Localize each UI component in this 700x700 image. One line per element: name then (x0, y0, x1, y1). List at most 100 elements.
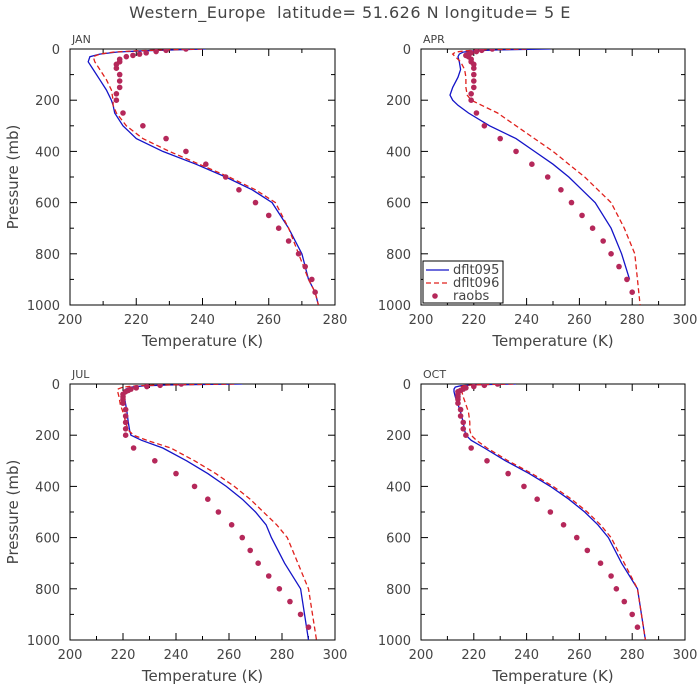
x-tick-label: 220 (461, 648, 486, 663)
x-tick-label: 260 (256, 313, 281, 328)
panel-oct: 200 220 240 260 280 300 0 200 400 600 800 1000 OCT Te… (378, 368, 698, 685)
y-tick-label: 400 (386, 145, 411, 160)
y-tick-label: 0 (52, 43, 60, 58)
panel-label: JAN (71, 33, 91, 46)
panel-jul: 200 220 240 260 280 300 0 200 400 600 800 1000 JUL Te… (4, 368, 347, 685)
raobs-point (473, 110, 480, 116)
raobs-point (471, 61, 477, 68)
y-tick-label: 400 (35, 480, 60, 495)
x-tick-label: 200 (409, 648, 434, 663)
raobs-point (143, 50, 149, 56)
raobs-point (144, 384, 150, 390)
x-axis-label: Temperature (K) (141, 332, 263, 350)
raobs-point (471, 78, 477, 84)
raobs-point (468, 97, 474, 103)
raobs-point (255, 560, 261, 566)
raobs-point (133, 385, 140, 391)
raobs-point (584, 547, 591, 554)
raobs-point (136, 51, 143, 57)
figure-title: Western_Europe latitude= 51.626 N longit… (129, 3, 571, 22)
y-axis-label: Pressure (mb) (4, 460, 22, 565)
y-axis-label: Pressure (mb) (4, 125, 22, 230)
raobs-point (608, 573, 614, 579)
raobs-point (122, 406, 129, 413)
raobs-point (265, 573, 272, 579)
raobs-point (153, 49, 159, 55)
y-tick-label: 1000 (378, 299, 411, 314)
raobs-point (113, 65, 120, 71)
raobs-point (120, 110, 126, 116)
raobs-point (568, 199, 575, 206)
x-tick-label: 220 (111, 648, 136, 663)
y-tick-label: 800 (386, 248, 411, 263)
x-axis-label: Temperature (K) (491, 667, 613, 685)
raobs-point (116, 84, 123, 91)
legend-label-dflt096: dflt096 (453, 276, 499, 291)
raobs-point (163, 49, 169, 54)
raobs-point (616, 263, 622, 270)
raobs-point (276, 586, 283, 592)
raobs-point (122, 419, 129, 426)
raobs-point (203, 161, 209, 167)
raobs-point (183, 49, 189, 52)
panel-label: JUL (71, 368, 90, 381)
y-tick-label: 400 (35, 145, 60, 160)
raobs-point (113, 61, 120, 68)
x-tick-label: 300 (673, 313, 698, 328)
raobs-point (183, 148, 189, 155)
series-line-dflt096 (451, 49, 641, 305)
raobs-point (265, 212, 272, 219)
raobs-point (460, 419, 467, 426)
raobs-point (297, 611, 304, 618)
raobs-point (505, 470, 511, 477)
raobs-point (116, 71, 123, 78)
raobs-point (239, 534, 246, 541)
y-tick-label: 1000 (378, 634, 411, 649)
raobs-point (489, 49, 496, 52)
raobs-point (140, 123, 146, 129)
y-tick-label: 200 (386, 94, 411, 109)
raobs-point (600, 238, 606, 244)
panel-apr: 200 220 240 260 280 300 0 200 400 600 800 1000 APR Te… (378, 33, 698, 350)
raobs-point (152, 458, 158, 464)
raobs-point (157, 384, 163, 389)
raobs-point (521, 483, 527, 490)
y-tick-label: 1000 (27, 634, 60, 649)
raobs-point (305, 624, 312, 630)
y-tick-label: 400 (386, 480, 411, 495)
x-tick-label: 200 (409, 313, 434, 328)
x-tick-label: 260 (217, 648, 242, 663)
raobs-point (309, 276, 315, 283)
y-tick-label: 0 (52, 378, 60, 393)
x-tick-label: 280 (620, 648, 645, 663)
x-tick-label: 220 (124, 313, 149, 328)
raobs-point (191, 483, 198, 490)
raobs-point (621, 598, 628, 605)
panel-jan: 200 220 240 260 280 0 200 400 600 800 1000 JAN Tempe… (4, 33, 347, 350)
x-tick-label: 240 (190, 313, 215, 328)
raobs-point (122, 432, 129, 439)
raobs-point (228, 522, 235, 528)
y-tick-label: 600 (386, 532, 411, 547)
x-tick-label: 200 (58, 648, 83, 663)
raobs-point (116, 78, 123, 84)
raobs-point (560, 522, 567, 528)
series-line-dflt095 (449, 49, 631, 280)
x-tick-label: 240 (514, 313, 539, 328)
y-tick-label: 200 (35, 429, 60, 444)
raobs-point (113, 91, 120, 97)
raobs-point (120, 400, 126, 407)
raobs-point (222, 174, 229, 180)
raobs-point (473, 49, 480, 55)
series-line-dflt096 (117, 384, 318, 640)
y-tick-label: 0 (403, 43, 411, 58)
x-axis-label: Temperature (K) (491, 332, 613, 350)
y-tick-label: 800 (35, 248, 60, 263)
series-line-dflt095 (87, 49, 320, 305)
raobs-point (547, 509, 554, 515)
y-tick-label: 1000 (27, 299, 60, 314)
raobs-point (457, 406, 464, 413)
raobs-point (130, 52, 136, 59)
